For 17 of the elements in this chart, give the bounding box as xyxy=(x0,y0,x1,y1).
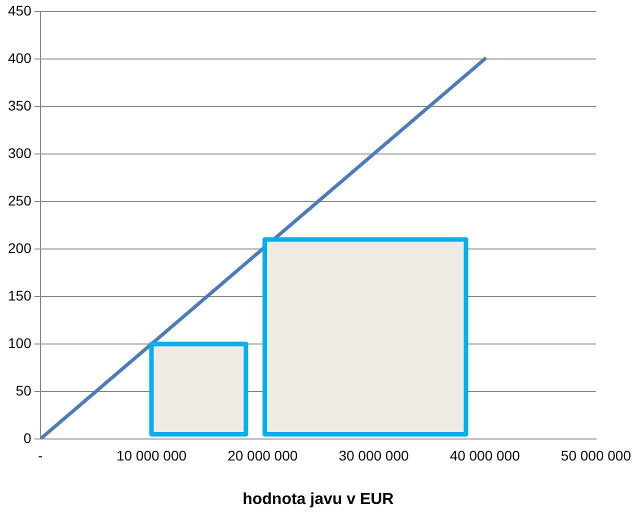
y-tick-label: 100 xyxy=(8,334,32,351)
y-tick-label: 300 xyxy=(8,144,32,161)
y-tick-label: 200 xyxy=(8,240,32,256)
y-tick-label: 450 xyxy=(8,2,32,18)
x-tick-label: 40 000 000 xyxy=(450,447,520,464)
y-tick-label: 400 xyxy=(8,50,32,66)
x-tick-label: 50 000 000 xyxy=(560,447,632,464)
x-tick-label: 20 000 000 xyxy=(228,447,298,464)
y-tick-label: 350 xyxy=(8,97,32,114)
y-tick-label: 0 xyxy=(24,430,32,446)
y-tick-label: 250 xyxy=(8,192,32,208)
x-tick-label: 30 000 000 xyxy=(338,447,409,464)
x-tick-label: - xyxy=(38,447,44,464)
x-tick-label: 10 000 000 xyxy=(116,447,187,464)
y-tick-label: 150 xyxy=(8,287,32,304)
x-axis-title: hodnota javu v EUR xyxy=(242,490,394,508)
y-tick-label: 50 xyxy=(16,382,32,398)
